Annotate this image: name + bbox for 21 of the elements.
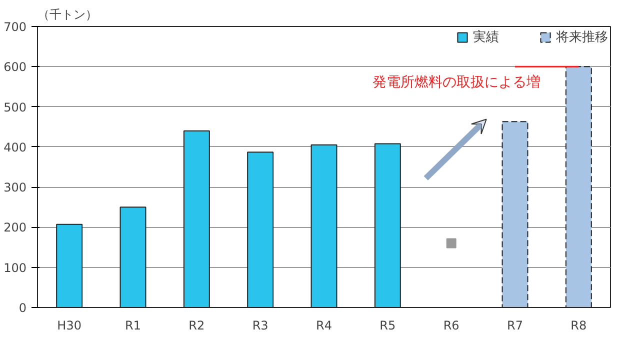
y-tick-label: 100	[4, 260, 26, 275]
x-tick-label: R1	[125, 318, 141, 332]
x-tick-label: R4	[316, 318, 332, 332]
y-tick-label: 400	[4, 140, 26, 154]
x-tick-label: R8	[570, 318, 587, 332]
x-tick-label: H30	[57, 318, 82, 332]
x-tick-label: R5	[380, 318, 396, 332]
x-tick-label: R6	[443, 318, 460, 332]
x-tick-label: R3	[252, 318, 268, 332]
legend-label: 実績	[473, 29, 499, 46]
y-tick-label: 500	[4, 100, 26, 114]
y-axis-title: （千トン）	[38, 8, 98, 22]
y-tick-label: 200	[4, 220, 26, 235]
x-tick-label: R7	[507, 318, 523, 332]
legend-label: 将来推移	[556, 29, 608, 46]
y-tick-label: 700	[4, 20, 26, 34]
y-tick-label: 600	[4, 60, 26, 74]
x-tick-label: R2	[188, 318, 205, 332]
y-tick-label: 0	[18, 301, 27, 315]
annotation: 発電所燃料の取扱による増	[372, 74, 540, 91]
y-tick-label: 300	[4, 180, 26, 195]
